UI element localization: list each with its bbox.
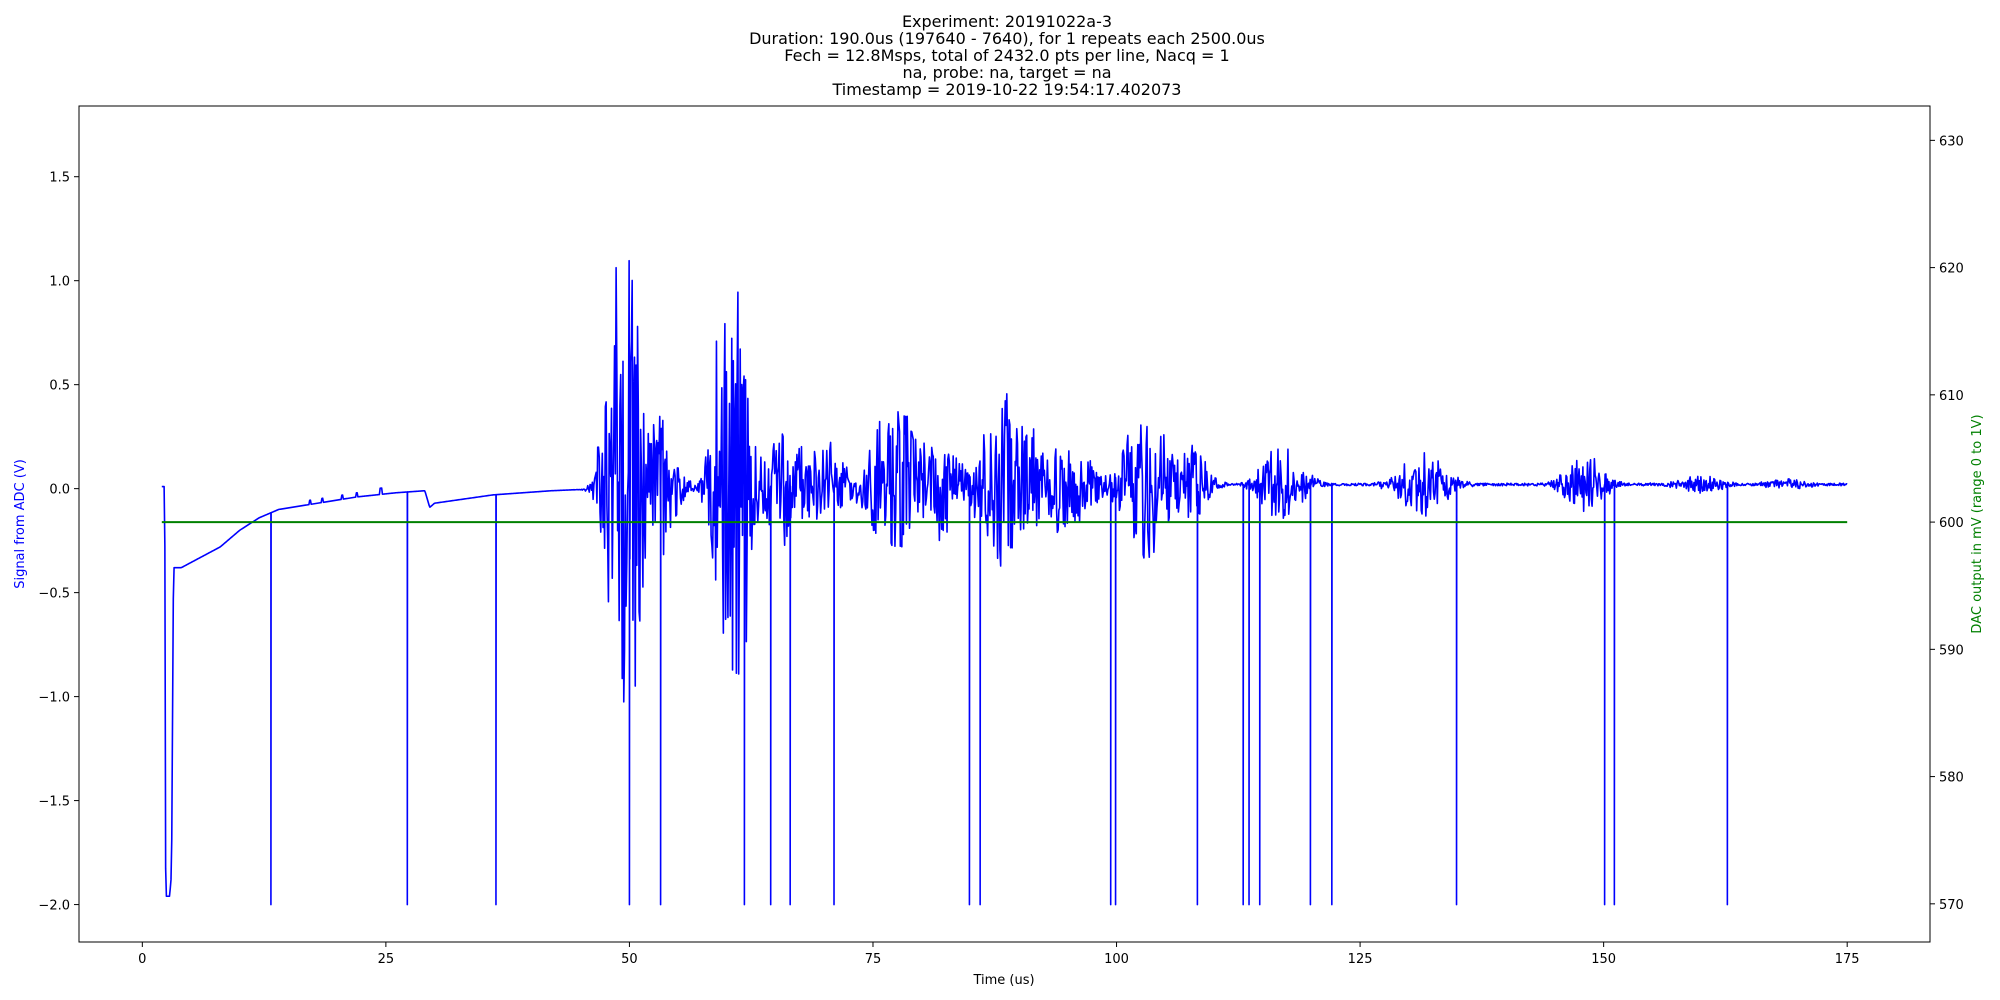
x-tick-label: 125 xyxy=(1348,952,1373,967)
x-tick-label: 150 xyxy=(1591,952,1616,967)
y-left-tick-label: −0.5 xyxy=(38,587,70,602)
title-line-4: na, probe: na, target = na xyxy=(902,63,1111,82)
y-left-tick-label: 0.0 xyxy=(49,483,70,498)
y-axis-left: −2.0 −1.5 −1.0 −0.5 0.0 0.5 1.0 1.5 xyxy=(38,171,79,914)
y-axis-left-label: Signal from ADC (V) xyxy=(13,459,28,589)
chart-title: Experiment: 20191022a-3 Duration: 190.0u… xyxy=(749,12,1265,99)
title-line-1: Experiment: 20191022a-3 xyxy=(902,12,1112,31)
x-tick-label: 50 xyxy=(621,952,638,967)
plot-frame xyxy=(78,105,1931,943)
y-left-tick-label: −1.5 xyxy=(38,795,70,810)
title-line-5: Timestamp = 2019-10-22 19:54:17.402073 xyxy=(832,80,1182,99)
title-line-2: Duration: 190.0us (197640 - 7640), for 1… xyxy=(749,29,1265,48)
y-right-tick-label: 570 xyxy=(1939,898,1964,913)
y-axis-right: 570 580 590 600 610 620 630 xyxy=(1930,134,1964,913)
x-axis-label: Time (us) xyxy=(972,973,1034,988)
y-left-tick-label: −1.0 xyxy=(38,691,70,706)
series-layer xyxy=(161,259,1848,906)
y-right-tick-label: 580 xyxy=(1939,771,1964,786)
plot-area xyxy=(78,105,1931,943)
x-tick-label: 100 xyxy=(1104,952,1129,967)
x-axis: 0 25 50 75 100 125 150 175 xyxy=(138,942,1860,967)
signal-series-line xyxy=(161,259,1848,906)
x-tick-label: 175 xyxy=(1835,952,1860,967)
x-tick-label: 75 xyxy=(865,952,882,967)
title-line-3: Fech = 12.8Msps, total of 2432.0 pts per… xyxy=(784,46,1229,65)
y-right-tick-label: 610 xyxy=(1939,389,1964,404)
x-tick-label: 25 xyxy=(378,952,395,967)
y-left-tick-label: −2.0 xyxy=(38,899,70,914)
y-left-tick-label: 0.5 xyxy=(49,379,70,394)
y-left-tick-label: 1.5 xyxy=(49,171,70,186)
x-tick-label: 0 xyxy=(138,952,146,967)
y-right-tick-label: 590 xyxy=(1939,643,1964,658)
y-axis-right-label: DAC output in mV (range 0 to 1V) xyxy=(1970,414,1985,633)
y-right-tick-label: 630 xyxy=(1939,134,1964,149)
y-right-tick-label: 620 xyxy=(1939,262,1964,277)
y-left-tick-label: 1.0 xyxy=(49,275,70,290)
y-right-tick-label: 600 xyxy=(1939,516,1964,531)
